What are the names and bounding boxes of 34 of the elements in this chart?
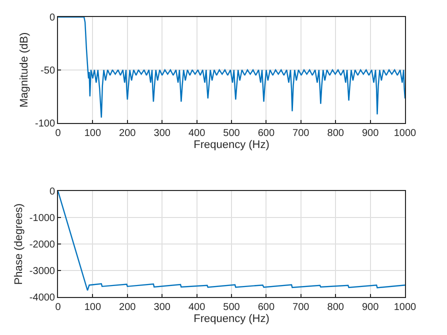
y-tick-label: -4000 bbox=[29, 292, 56, 304]
y-tick-label: -3000 bbox=[29, 266, 56, 278]
y-tick-label: 0 bbox=[49, 12, 56, 24]
y-tick-label: -1000 bbox=[29, 213, 56, 224]
x-tick-label: 1000 bbox=[394, 302, 417, 313]
line-series bbox=[58, 191, 405, 291]
x-tick-label: 600 bbox=[258, 302, 275, 313]
x-tick-label: 800 bbox=[327, 302, 344, 313]
y-tick-label: 0 bbox=[49, 186, 56, 198]
x-tick-label: 300 bbox=[154, 302, 171, 313]
line-series bbox=[58, 17, 405, 118]
y-tick-label: -50 bbox=[40, 65, 56, 76]
y-tick-label: -100 bbox=[34, 118, 56, 130]
x-tick-label: 900 bbox=[362, 302, 380, 313]
x-tick-label: 400 bbox=[188, 128, 206, 139]
x-tick-label: 800 bbox=[327, 128, 344, 139]
x-tick-label: 700 bbox=[292, 302, 310, 313]
x-tick-label: 900 bbox=[362, 128, 380, 139]
x-tick-label: 700 bbox=[292, 128, 310, 139]
x-tick-label: 400 bbox=[188, 302, 206, 313]
x-tick-label: 200 bbox=[119, 128, 136, 139]
x-tick-label: 100 bbox=[84, 128, 102, 139]
x-tick-label: 1000 bbox=[394, 128, 417, 139]
x-tick-label: 100 bbox=[84, 302, 102, 313]
x-axis-title: Frequency (Hz) bbox=[194, 313, 270, 326]
x-tick-label: 600 bbox=[258, 128, 275, 139]
x-tick-label: 200 bbox=[119, 302, 136, 313]
x-tick-label: 500 bbox=[223, 128, 240, 139]
y-axis-title: Phase (degrees) bbox=[13, 203, 26, 285]
x-tick-label: 300 bbox=[154, 128, 171, 139]
x-axis-title: Frequency (Hz) bbox=[194, 139, 270, 152]
y-axis-title: Magnitude (dB) bbox=[18, 32, 31, 108]
x-tick-label: 500 bbox=[223, 302, 240, 313]
y-tick-label: -2000 bbox=[29, 240, 56, 251]
